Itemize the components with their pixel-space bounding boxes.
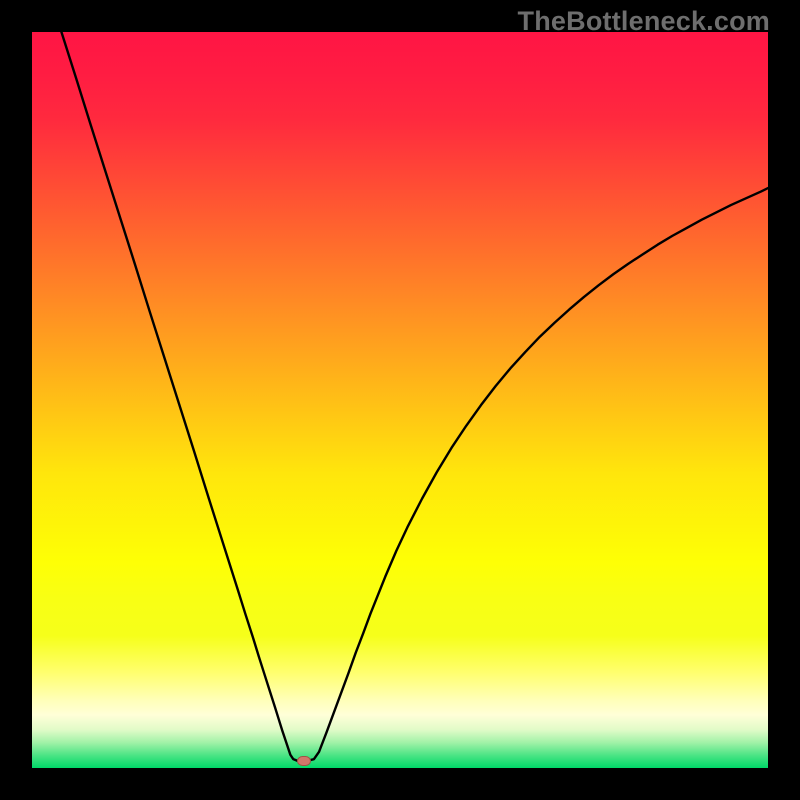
optimal-point-marker [297, 756, 311, 766]
watermark-text: TheBottleneck.com [518, 6, 770, 37]
chart-frame: TheBottleneck.com [0, 0, 800, 800]
plot-area [32, 32, 768, 768]
bottleneck-curve [32, 32, 768, 768]
